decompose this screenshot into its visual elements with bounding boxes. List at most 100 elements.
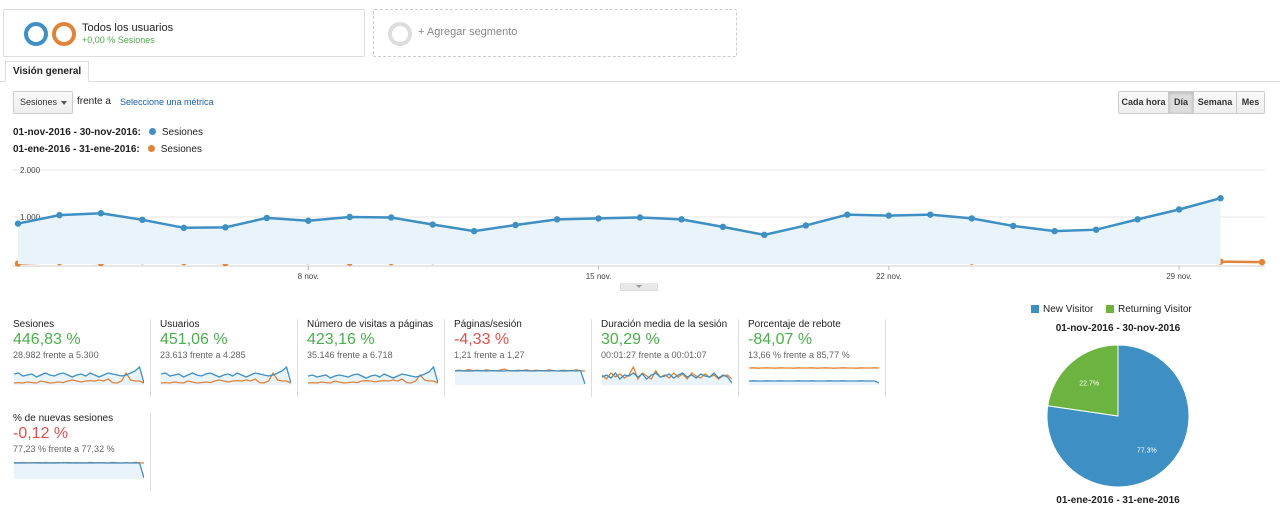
point-current-18	[719, 223, 727, 231]
x-tick-label: 15 nov.	[586, 272, 612, 281]
segment-donut-icons	[24, 22, 76, 46]
segment-donut-orange-icon	[52, 22, 76, 46]
segment-title: Todos los usuarios	[82, 22, 174, 34]
add-segment-label: + Agregar segmento	[418, 26, 518, 38]
point-current-24	[968, 215, 975, 222]
sparkline-area	[14, 367, 144, 385]
metric-compare: 00:01:27 frente a 00:01:07	[601, 350, 707, 360]
pie-title-current: 01-nov-2016 - 30-nov-2016	[1055, 323, 1181, 334]
select-metric-link[interactable]: Seleccione una métrica	[120, 97, 214, 107]
sparkline-previous	[14, 371, 144, 384]
pie-legend-new[interactable]: New Visitor	[1031, 304, 1093, 315]
metric-tile[interactable]: Usuarios 451,06 % 23.613 frente a 4.285	[160, 319, 298, 397]
sparkline-current	[161, 365, 291, 384]
point-current-10	[388, 214, 395, 221]
metric-compare: 1,21 frente a 1,27	[454, 350, 525, 360]
point-current-13	[512, 221, 519, 229]
point-current-27	[1092, 226, 1100, 233]
metric-tile[interactable]: Páginas/sesión -4,33 % 1,21 frente a 1,27	[454, 319, 592, 397]
point-current-15	[595, 215, 602, 222]
sparkline-area	[602, 373, 732, 385]
sparkline-current	[455, 369, 585, 385]
add-segment-button[interactable]: + Agregar segmento	[373, 9, 737, 57]
point-current-7	[263, 214, 270, 222]
legend-dot-blue	[148, 128, 156, 135]
legend-previous-period: 01-ene-2016 - 31-ene-2016: Sesiones	[13, 144, 202, 155]
metric-sparkline	[455, 368, 585, 385]
sparkline-current	[602, 371, 732, 384]
metric-sparkline	[161, 365, 291, 385]
granularity-day-button[interactable]: Día	[1168, 91, 1194, 114]
point-current-19	[761, 231, 768, 239]
metric-name: Páginas/sesión	[454, 319, 522, 330]
point-current-14	[553, 216, 561, 223]
metric-tile[interactable]: Porcentaje de rebote -84,07 % 13,66 % fren…	[748, 319, 886, 397]
sparkline-current	[749, 380, 879, 384]
sparkline-area	[455, 370, 585, 385]
x-tick-label: 8 nov.	[298, 272, 319, 281]
metric-select[interactable]: Sesiones	[13, 91, 73, 114]
empty-segment-icon	[388, 22, 412, 46]
metric-sparkline	[14, 461, 144, 479]
segment-all-users[interactable]: Todos los usuarios +0,00 % Sesiones	[3, 9, 365, 57]
legend-series: Sesiones	[160, 144, 202, 155]
chevron-down-icon	[61, 101, 67, 105]
metric-tile[interactable]: % de nuevas sesiones -0,12 % 77,23 % frent…	[13, 413, 151, 491]
metric-name: Usuarios	[160, 319, 200, 330]
metric-tile[interactable]: Duración media de la sesión 30,29 % 00:01:…	[601, 319, 739, 397]
legend-dot-orange	[147, 145, 155, 152]
sessions-line-chart[interactable]: 2.000 1.000 8 nov. 15 nov. 22 nov. 29 nov.	[0, 160, 1280, 285]
visitor-type-pie[interactable]: 77.3% 22.7%	[1040, 338, 1196, 494]
pie-legend-returning[interactable]: Returning Visitor	[1106, 304, 1192, 315]
metric-change: -0,12 %	[13, 425, 69, 442]
point-current-23	[927, 211, 934, 218]
metric-name: Sesiones	[13, 319, 55, 330]
point-current-28	[1134, 216, 1141, 223]
point-current-12	[470, 227, 478, 235]
metric-compare: 23.613 frente a 4.285	[160, 350, 246, 360]
granularity-hourly-button[interactable]: Cada hora	[1118, 91, 1169, 114]
sparkline-area	[161, 367, 291, 385]
metric-compare: 35.146 frente a 6.718	[307, 350, 393, 360]
sparkline-current	[14, 461, 144, 479]
granularity-week-button[interactable]: Semana	[1193, 91, 1237, 114]
sparkline-current	[14, 365, 144, 384]
tab-overview[interactable]: Visión general	[5, 61, 90, 82]
y-tick-label: 1.000	[20, 213, 41, 222]
point-current-21	[844, 211, 851, 218]
point-current-8	[305, 217, 312, 224]
metric-compare: 13,66 % frente a 85,77 %	[748, 350, 850, 360]
x-tick-label: 22 nov.	[876, 272, 902, 281]
sparkline-current	[308, 365, 438, 384]
metric-tile[interactable]: Número de visitas a páginas 423,16 % 35.14…	[307, 319, 445, 397]
legend-series: Sesiones	[161, 127, 203, 138]
chart-collapse-handle[interactable]	[620, 283, 658, 291]
metric-name: Duración media de la sesión	[601, 319, 728, 330]
metric-change: -84,07 %	[748, 331, 813, 348]
legend-current-period: 01-nov-2016 - 30-nov-2016: Sesiones	[13, 127, 203, 138]
metric-sparkline	[14, 365, 144, 385]
metric-change: -4,33 %	[454, 331, 510, 348]
point-current-1	[14, 220, 22, 227]
metric-sparkline	[749, 367, 879, 385]
point-current-16	[636, 214, 644, 221]
point-current-26	[1051, 227, 1058, 235]
point-current-9	[346, 213, 353, 221]
segment-subtitle: +0,00 % Sesiones	[82, 35, 155, 45]
metric-name: Porcentaje de rebote	[748, 319, 841, 330]
sparkline-area	[14, 462, 144, 479]
metric-tile[interactable]: Sesiones 446,83 % 28.982 frente a 5.300	[13, 319, 151, 397]
sparkline-previous	[161, 371, 291, 384]
pie-legend-label: New Visitor	[1043, 304, 1094, 315]
pie-legend-swatch	[1031, 305, 1039, 313]
granularity-month-button[interactable]: Mes	[1236, 91, 1265, 114]
metric-sparkline	[308, 365, 438, 385]
legend-range: 01-nov-2016 - 30-nov-2016:	[13, 127, 141, 138]
point-current-25	[1010, 222, 1017, 230]
pie-legend-swatch	[1106, 305, 1114, 313]
versus-label: frente a	[77, 96, 111, 107]
metric-name: Número de visitas a páginas	[307, 319, 434, 330]
point-current-3	[97, 210, 105, 217]
metric-compare: 77,23 % frente a 77,32 %	[13, 444, 115, 454]
